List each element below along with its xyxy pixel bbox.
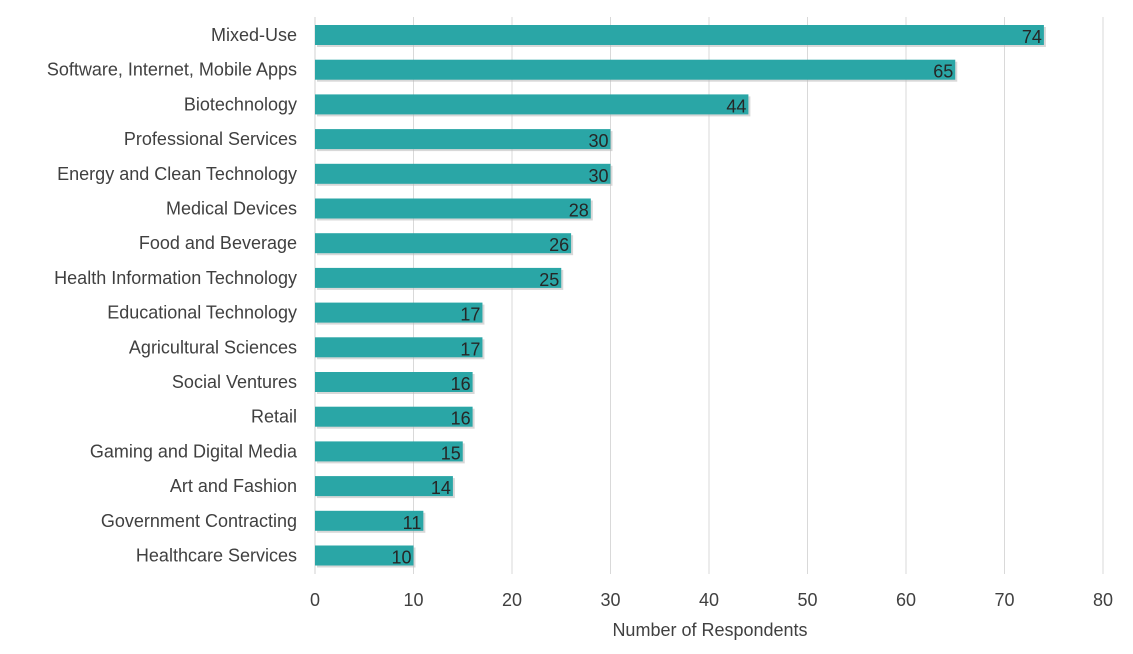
bar: [315, 302, 483, 323]
data-label: 16: [451, 409, 471, 429]
data-label: 17: [460, 305, 480, 325]
category-label: Healthcare Services: [136, 546, 297, 566]
data-label: 28: [569, 201, 589, 221]
bar: [315, 441, 463, 462]
category-label: Food and Beverage: [139, 233, 297, 253]
bar: [315, 25, 1044, 45]
data-label: 10: [391, 548, 411, 568]
x-axis-title: Number of Respondents: [612, 620, 807, 640]
bar: [315, 59, 956, 80]
bar: [315, 94, 749, 115]
category-label: Biotechnology: [184, 94, 297, 114]
x-tick-labels: 0 10 20 30 40 50 60 70 80: [310, 590, 1113, 610]
category-label: Retail: [251, 407, 297, 427]
category-label: Software, Internet, Mobile Apps: [47, 60, 297, 80]
category-labels: Mixed-Use Software, Internet, Mobile Apps…: [47, 25, 298, 566]
data-label: 17: [460, 339, 480, 359]
category-label: Health Information Technology: [54, 268, 297, 288]
data-label: 14: [431, 478, 451, 498]
category-label: Mixed-Use: [211, 25, 297, 45]
x-tick-label: 80: [1093, 590, 1113, 610]
x-tick-label: 10: [403, 590, 423, 610]
data-label: 30: [588, 131, 608, 151]
x-tick-label: 30: [600, 590, 620, 610]
bar: [315, 337, 483, 358]
category-label: Social Ventures: [172, 372, 297, 392]
data-label: 11: [403, 513, 422, 533]
bar: [315, 406, 473, 427]
category-label: Medical Devices: [166, 199, 297, 219]
bar: [315, 372, 473, 392]
data-label: 74: [1022, 27, 1042, 47]
category-label: Government Contracting: [101, 511, 297, 531]
x-tick-label: 50: [797, 590, 817, 610]
category-label: Professional Services: [124, 129, 297, 149]
bars: [315, 25, 1046, 568]
x-tick-label: 40: [699, 590, 719, 610]
bar: [315, 476, 453, 497]
x-tick-label: 60: [896, 590, 916, 610]
data-label: 44: [726, 96, 746, 116]
category-label: Energy and Clean Technology: [57, 164, 297, 184]
data-label: 26: [549, 235, 569, 255]
category-label: Art and Fashion: [170, 476, 297, 496]
x-tick-label: 0: [310, 590, 320, 610]
x-tick-label: 20: [502, 590, 522, 610]
bar: [315, 545, 414, 566]
bar: [315, 233, 572, 254]
bar: [315, 510, 424, 531]
data-label: 30: [588, 166, 608, 186]
x-tick-label: 70: [994, 590, 1014, 610]
category-label: Gaming and Digital Media: [90, 441, 298, 461]
data-label: 15: [441, 443, 461, 463]
bar: [315, 198, 591, 219]
bar: [315, 267, 562, 288]
bar: [315, 163, 611, 184]
data-label: 16: [451, 374, 471, 394]
bar: [315, 129, 611, 150]
data-label: 65: [933, 62, 953, 82]
data-label: 25: [539, 270, 559, 290]
category-label: Educational Technology: [107, 303, 297, 323]
category-label: Agricultural Sciences: [129, 337, 297, 357]
